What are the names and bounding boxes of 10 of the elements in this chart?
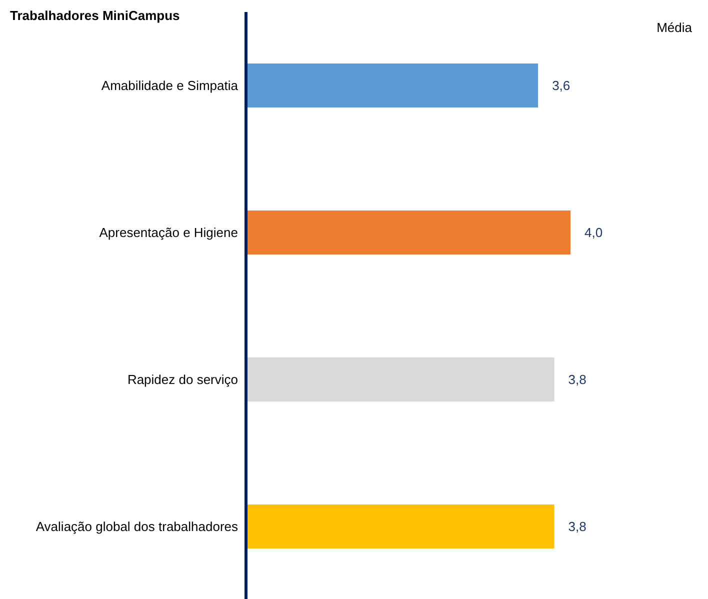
data-label: 3,8 (568, 519, 586, 534)
text: Trabalhadores MiniCampus (10, 8, 180, 23)
text: Média (656, 20, 692, 35)
y-tick-label: Apresentação e Higiene (99, 225, 238, 240)
y-tick-label: Amabilidade e Simpatia (101, 78, 239, 94)
data-label: 3,8 (568, 372, 586, 388)
y-tick-label: Rapidez do serviço (127, 372, 238, 388)
data-label: 4,0 (584, 225, 603, 240)
y-tick-label: Avaliação global dos trabalhadores (36, 519, 238, 534)
data-label: 3,6 (552, 78, 570, 94)
